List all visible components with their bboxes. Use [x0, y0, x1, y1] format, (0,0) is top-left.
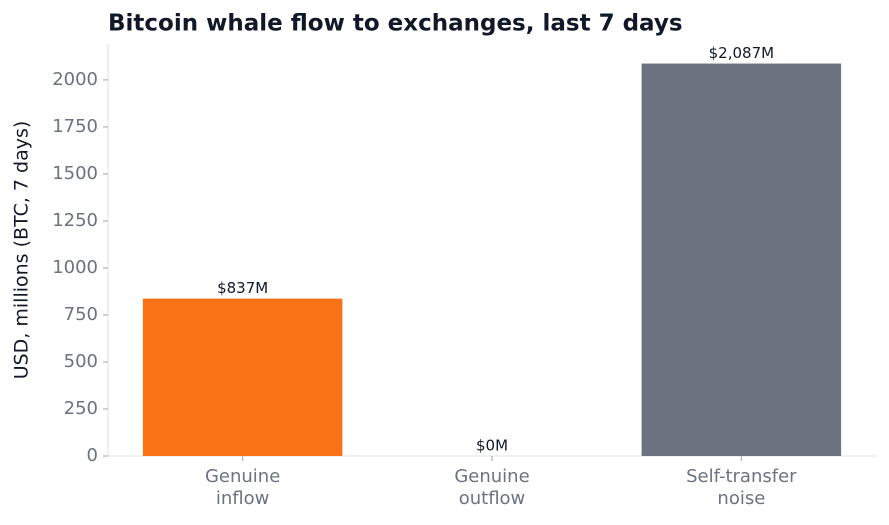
y-tick-label: 0 — [87, 445, 98, 466]
x-tick-label: Self-transfer noise — [686, 466, 797, 509]
x-tick-label: Genuine inflow — [204, 466, 281, 509]
value-label: $837M — [217, 279, 268, 297]
y-tick-label: 250 — [64, 398, 98, 419]
y-tick-label: 750 — [64, 304, 98, 325]
x-tick-label: Genuine outflow — [454, 466, 530, 509]
value-label: $0M — [476, 437, 508, 455]
y-tick-label: 1000 — [52, 257, 98, 278]
chart-title: Bitcoin whale flow to exchanges, last 7 … — [108, 11, 683, 37]
y-tick-label: 2000 — [52, 69, 98, 90]
bar — [641, 63, 842, 456]
y-axis-label: USD, millions (BTC, 7 days) — [11, 121, 33, 380]
y-tick-label: 500 — [64, 351, 98, 372]
value-label: $2,087M — [709, 44, 774, 62]
y-tick-label: 1500 — [52, 163, 98, 184]
y-tick-label: 1250 — [52, 210, 98, 231]
y-tick-label: 1750 — [52, 116, 98, 137]
bar — [142, 298, 343, 456]
